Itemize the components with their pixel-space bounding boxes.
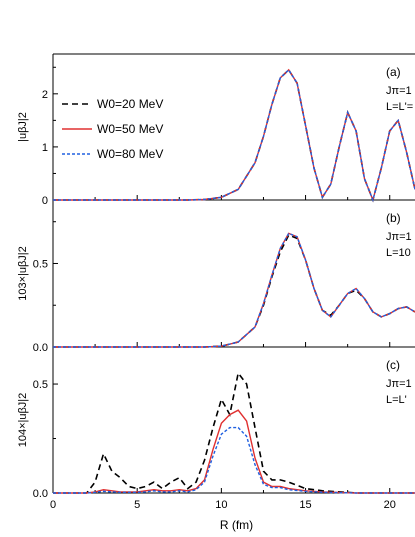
y-tick-label: 0.0 (33, 342, 48, 354)
x-tick-label: 20 (384, 499, 396, 511)
legend-entry: W0=20 MeV (97, 97, 163, 111)
x-tick-label: 0 (50, 499, 56, 511)
y-axis-label: |uβJ|2 (17, 112, 29, 142)
y-tick-label: 0.5 (33, 379, 48, 391)
series-line-3 (53, 68, 415, 203)
panel-annotation: L=L' (386, 394, 407, 406)
y-tick-label: 0.5 (33, 258, 48, 270)
series-line-3 (53, 232, 415, 348)
y-axis-label: 103×|uβJ|2 (17, 246, 29, 301)
x-tick-label: 5 (134, 499, 140, 511)
panel-label: (b) (386, 211, 401, 225)
axes-frame (52, 53, 415, 493)
panel-annotation: Jπ=1 (386, 85, 412, 97)
y-axis-label: 104×|uβJ|2 (17, 393, 29, 448)
panel-label: (c) (386, 358, 400, 372)
x-tick-label: 15 (299, 499, 311, 511)
panel-label: (a) (386, 65, 401, 79)
legend-entry: W0=80 MeV (97, 147, 163, 161)
panel-annotation: L=10 (386, 247, 411, 259)
legend-entry: W0=50 MeV (97, 122, 163, 136)
x-axis-label: R (fm) (220, 518, 253, 532)
panel-annotation: L=L'= (386, 101, 413, 113)
panel-annotation: Jπ=1 (386, 378, 412, 390)
panel-annotation: Jπ=1 (386, 231, 412, 243)
series-line-1 (53, 234, 415, 348)
panel-c: 0.0 0.5 (c) Jπ=1 L=L' 104×|uβJ|2 0 5 10 15 20 R (fm… (17, 358, 415, 532)
y-tick-label: 0 (42, 195, 48, 207)
x-tick-label: 10 (215, 499, 227, 511)
series-line-1 (53, 371, 415, 494)
y-tick-label: 2 (42, 89, 48, 101)
y-tick-label: 1 (42, 142, 48, 154)
series-line-2 (53, 232, 415, 348)
y-tick-label: 0.0 (33, 488, 48, 500)
panel-b: 0.0 0.5 (b) Jπ=1 L=10 103×|uβJ|2 (17, 211, 415, 354)
series-line-2 (53, 409, 415, 494)
series-line-3 (53, 426, 415, 494)
legend: W0=20 MeV W0=50 MeV W0=80 MeV (62, 97, 163, 161)
